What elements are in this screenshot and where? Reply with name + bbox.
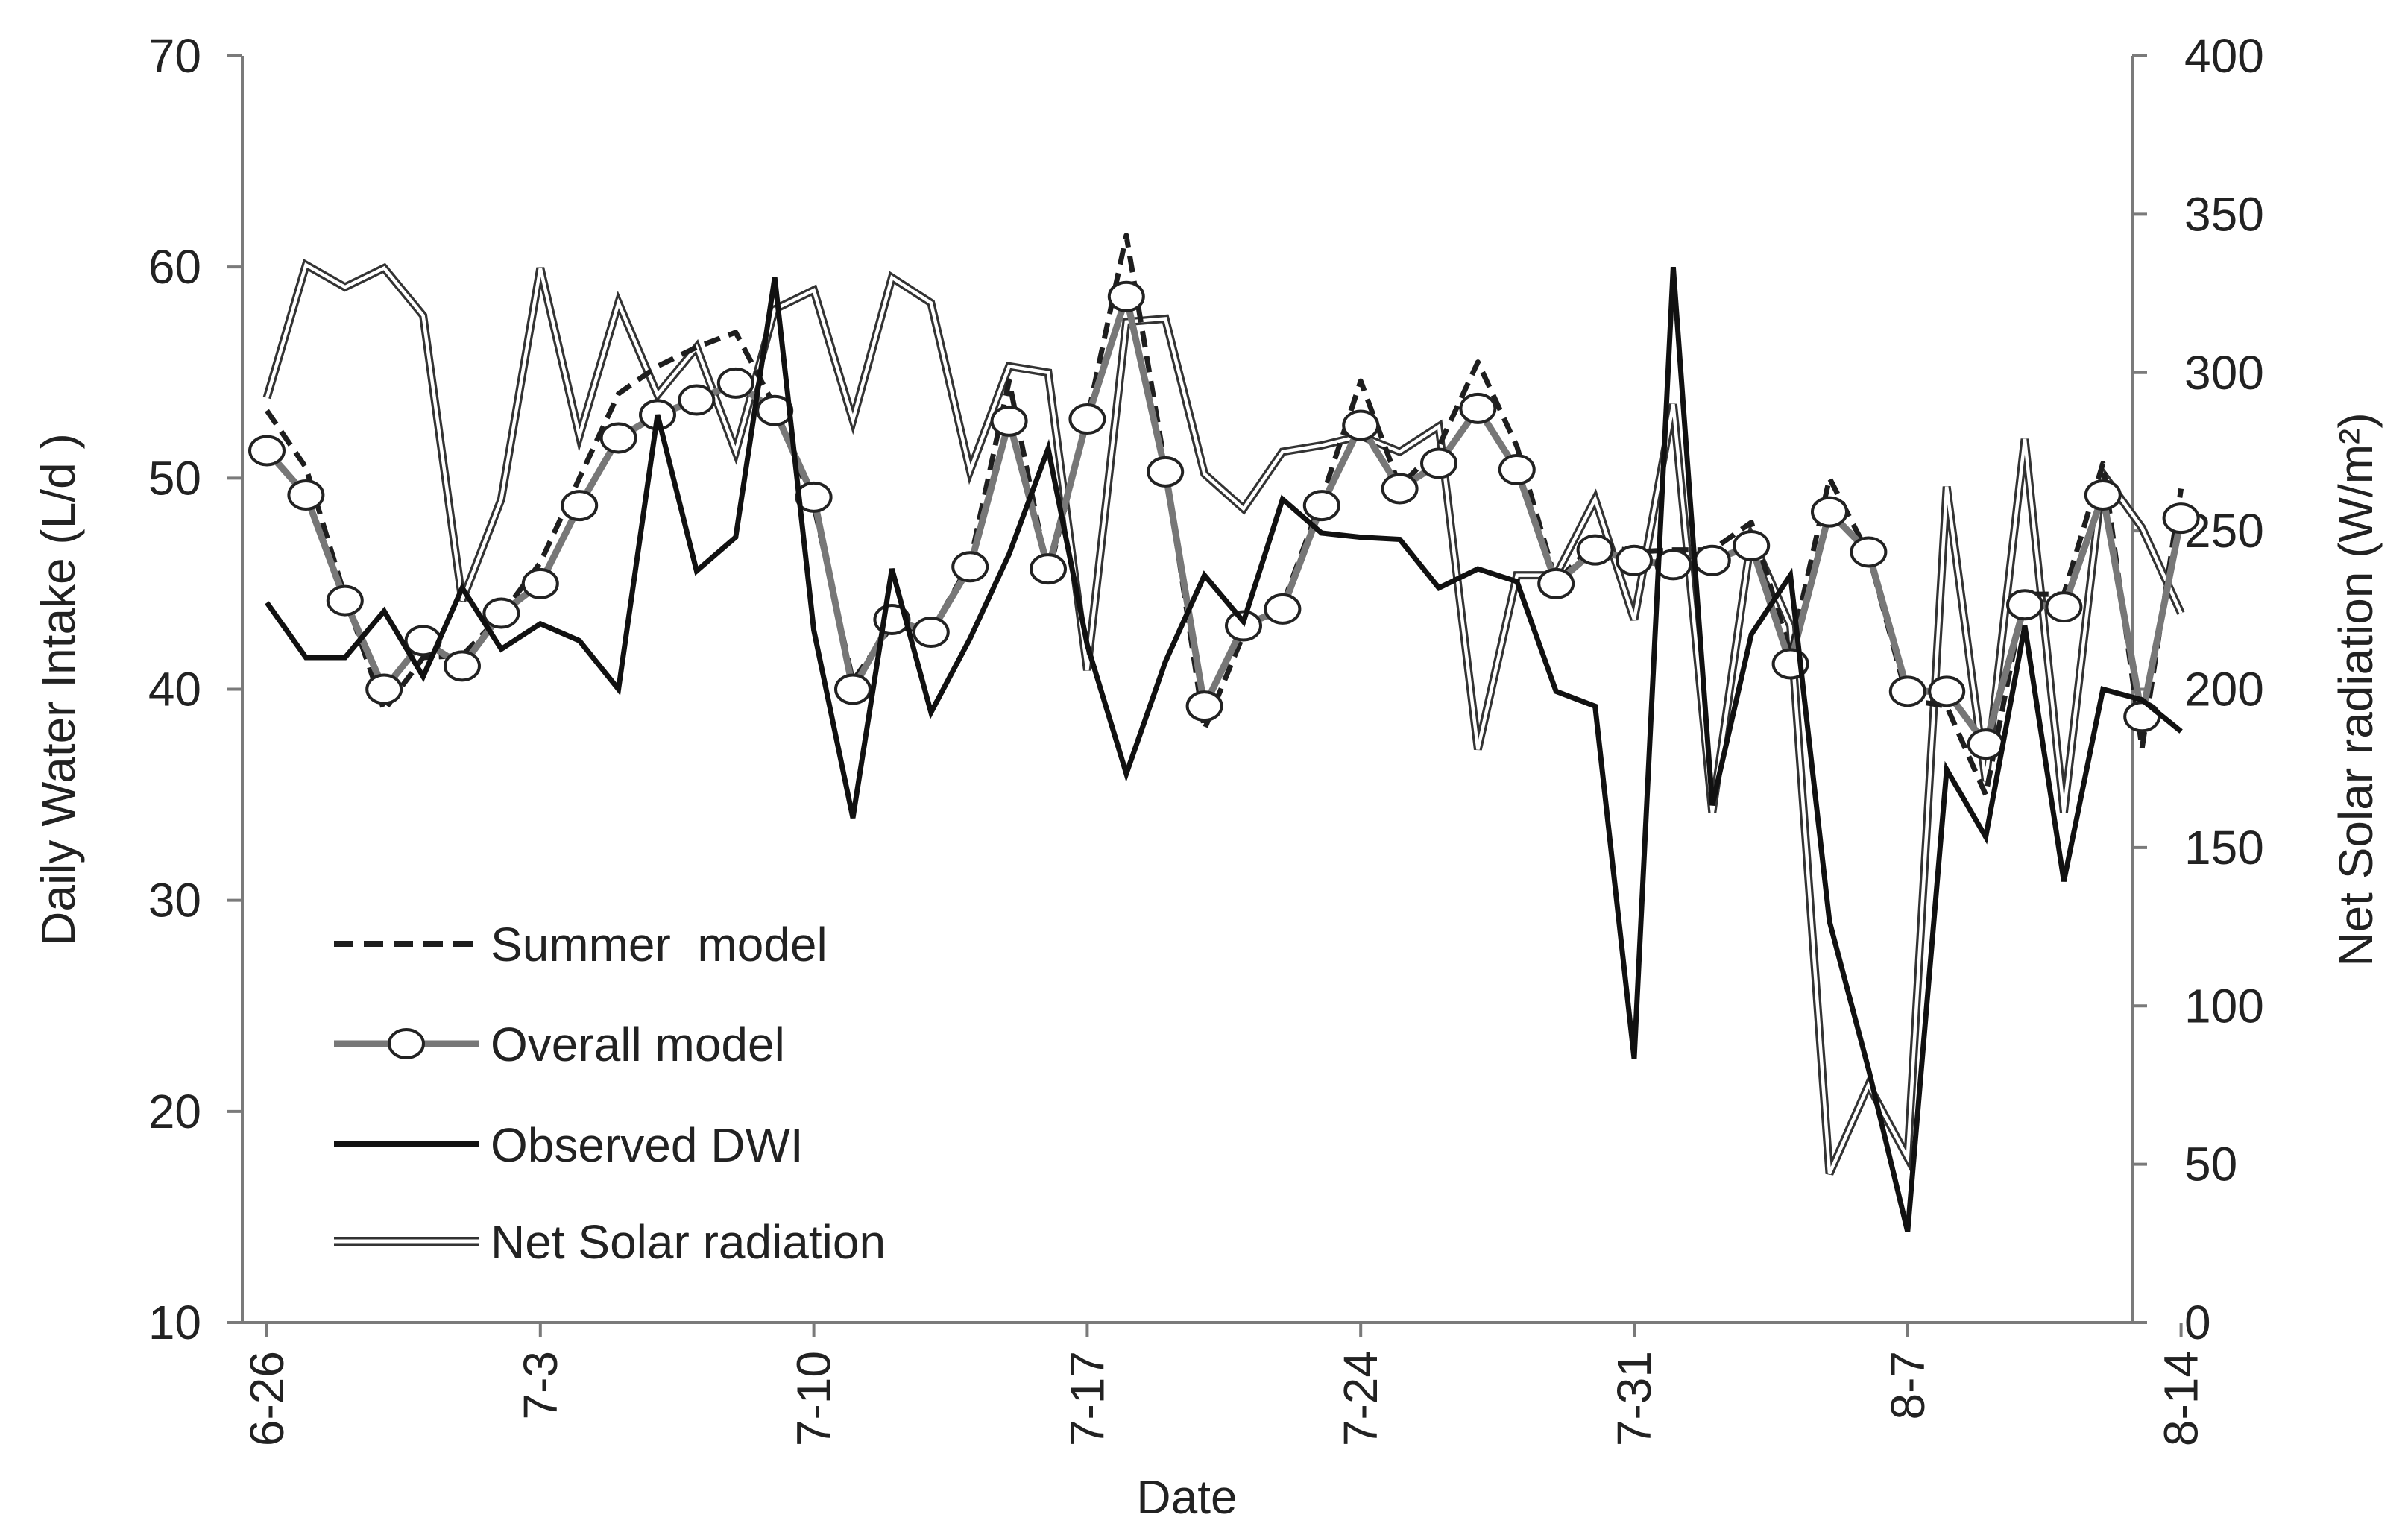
data-point-overall-model [990, 405, 1028, 437]
data-point-overall-model [834, 673, 872, 705]
legend-label-observed-dwi: Observed DWI [491, 1118, 804, 1172]
data-point-overall-model [2045, 591, 2083, 623]
data-point-overall-model [1967, 728, 2005, 760]
data-point-overall-model [1225, 610, 1262, 642]
data-point-overall-model [1420, 447, 1457, 479]
legend-item-summer-model: Summer model [334, 918, 828, 971]
x-tick-label: 7-10 [787, 1351, 841, 1446]
data-point-overall-model [1537, 567, 1575, 599]
series-line-summer-model [265, 233, 2184, 798]
x-tick-label: 7-3 [514, 1351, 567, 1420]
data-point-overall-model [1147, 456, 1185, 488]
data-point-overall-model [1733, 529, 1771, 561]
data-point-overall-model [912, 617, 950, 649]
data-point-overall-model [1928, 675, 1966, 707]
legend-item-net-solar-radiation: Net Solar radiation [334, 1215, 886, 1269]
data-point-overall-model [248, 435, 286, 467]
tick-marks [227, 54, 2183, 1337]
data-point-overall-model [1576, 534, 1614, 566]
data-point-overall-model [1811, 496, 1848, 528]
data-point-overall-model [1342, 409, 1380, 441]
data-point-overall-model [2162, 502, 2200, 535]
data-point-overall-model [521, 567, 559, 599]
data-point-overall-model [951, 551, 989, 583]
legend-item-observed-dwi: Observed DWI [334, 1118, 804, 1172]
legend-label-overall-model: Overall model [491, 1018, 785, 1071]
data-point-overall-model [444, 650, 481, 682]
data-point-overall-model [1264, 593, 1302, 625]
legend-marker-overall-model [388, 1028, 425, 1059]
data-point-overall-model [1693, 544, 1731, 576]
data-point-overall-model [561, 490, 599, 522]
data-point-overall-model [1302, 490, 1340, 522]
y-tick-label: 10 [148, 1296, 201, 1349]
y2-tick-label: 400 [2184, 29, 2264, 83]
data-point-overall-model [1381, 473, 1419, 505]
data-point-overall-model [365, 673, 403, 705]
y2-tick-label: 150 [2184, 821, 2264, 874]
data-point-overall-model [1068, 403, 1106, 435]
y2-tick-label: 350 [2184, 187, 2264, 241]
y2-tick-label: 200 [2184, 663, 2264, 716]
y-tick-label: 40 [148, 663, 201, 716]
data-point-overall-model [1888, 675, 1926, 707]
data-point-overall-model [1850, 536, 1888, 568]
y-tick-label: 20 [148, 1085, 201, 1138]
series-net-solar-radiation [262, 259, 2185, 1176]
series-line-observed-dwi [265, 266, 2183, 1233]
x-tick-label: 7-31 [1607, 1351, 1661, 1446]
x-axis-title: Date [1136, 1470, 1237, 1524]
data-point-overall-model [678, 384, 716, 416]
legend-label-summer-model: Summer model [491, 918, 828, 971]
y-tick-label: 70 [148, 29, 201, 83]
y2-axis-title: Net Solar radiation (W/m²) [2329, 412, 2383, 966]
data-point-overall-model [1498, 454, 1536, 486]
y-tick-label: 60 [148, 240, 201, 294]
x-tick-label: 8-7 [1881, 1351, 1935, 1420]
data-point-overall-model [1616, 544, 1653, 576]
x-tick-label: 7-17 [1060, 1351, 1114, 1446]
y-tick-label: 50 [148, 451, 201, 505]
data-point-overall-model [482, 597, 520, 629]
x-tick-label: 7-24 [1334, 1351, 1387, 1446]
y2-tick-label: 100 [2184, 979, 2264, 1033]
data-point-overall-model [2084, 479, 2122, 511]
y-tick-label: 30 [148, 874, 201, 927]
series-observed-dwi [265, 266, 2183, 1233]
data-point-overall-model [1185, 690, 1223, 722]
x-tick-label: 8-14 [2155, 1351, 2208, 1446]
legend-item-overall-model: Overall model [334, 1018, 785, 1071]
data-point-overall-model [1459, 392, 1497, 424]
legend-label-net-solar-radiation: Net Solar radiation [491, 1215, 886, 1269]
y2-tick-label: 0 [2184, 1296, 2211, 1349]
tick-labels: 102030405060700501001502002503003504006-… [148, 29, 2264, 1446]
y2-tick-label: 300 [2184, 346, 2264, 400]
data-point-overall-model [326, 584, 364, 617]
data-point-overall-model [1030, 553, 1067, 585]
series-line-net-solar-inner [265, 262, 2183, 1175]
series-layer [248, 233, 2200, 1233]
data-point-overall-model [287, 479, 325, 511]
data-point-overall-model [599, 422, 637, 454]
series-summer-model [265, 233, 2184, 798]
series-overall-model [248, 280, 2200, 760]
y2-tick-label: 50 [2184, 1138, 2237, 1191]
data-point-overall-model [1107, 280, 1145, 312]
data-point-overall-model [716, 367, 754, 399]
legend: Summer model Overall model Observed DWI … [334, 918, 886, 1269]
x-tick-label: 6-26 [240, 1351, 294, 1446]
data-point-overall-model [2006, 589, 2043, 621]
y-axis-title: Daily Water Intake (L/d ) [31, 433, 85, 946]
